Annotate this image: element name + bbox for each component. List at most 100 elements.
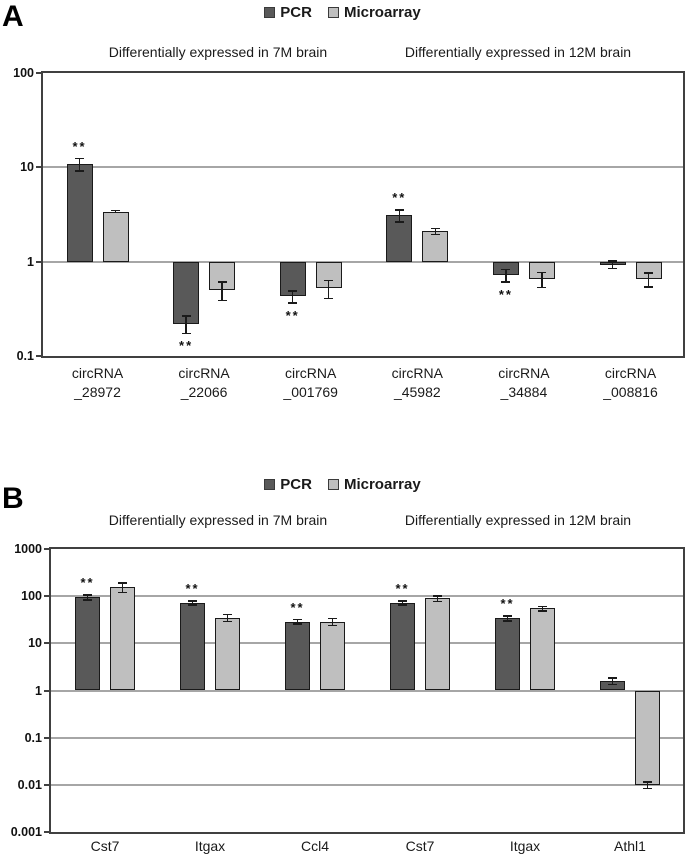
x-category-label-athl1: Athl1 <box>614 838 646 854</box>
x-category-label-cst7: Cst7 <box>405 838 435 854</box>
error-bar-cap-bottom <box>188 604 197 606</box>
error-bar-cap-top <box>111 209 120 212</box>
error-bar <box>646 781 649 790</box>
legend-label-microarray: Microarray <box>343 4 421 21</box>
bar-pcr-cst7 <box>390 602 415 691</box>
subtitle-12m-brain-a: Differentially expressed in 12M brain <box>404 44 632 60</box>
y-tick <box>44 736 49 739</box>
error-bar-cap-top <box>394 209 404 211</box>
bar-pcr-circrna-28972 <box>66 164 93 262</box>
legend-b: PCR Microarray <box>0 476 685 493</box>
error-bar <box>331 617 334 627</box>
error-bar-cap-bottom <box>537 286 547 289</box>
error-bar-cap-top <box>217 281 227 283</box>
error-bar <box>296 618 299 625</box>
gridline-0.01 <box>51 783 683 786</box>
x-category-label-itgax: Itgax <box>194 838 226 854</box>
error-bar-cap-top <box>430 227 440 230</box>
error-bar <box>185 315 187 335</box>
error-bar <box>221 281 223 302</box>
bar-microarray-itgax <box>215 617 240 691</box>
error-bar-cap-top <box>83 594 92 596</box>
subtitle-7m-brain-b: Differentially expressed in 7M brain <box>108 512 328 528</box>
y-tick <box>44 642 49 645</box>
bar-microarray-ccl4 <box>320 621 345 691</box>
error-bar-cap-bottom <box>394 221 404 223</box>
significance-marker: ** <box>290 599 305 615</box>
error-bar-cap-bottom <box>293 623 302 625</box>
error-bar-cap-bottom <box>181 332 191 335</box>
gridline-10 <box>43 166 683 169</box>
y-tick <box>44 831 49 833</box>
error-bar-cap-bottom <box>503 620 512 622</box>
significance-marker: ** <box>285 307 300 323</box>
error-bar-cap-top <box>501 268 511 271</box>
pcr-swatch-icon <box>264 479 276 490</box>
y-tick <box>36 260 41 263</box>
plot-frame-top <box>41 71 685 73</box>
error-bar-cap-bottom <box>643 787 652 790</box>
x-category-label-circrna-45982: circRNA _45982 <box>391 365 443 400</box>
plot-frame-right <box>683 549 685 832</box>
bar-pcr-ccl4 <box>285 621 310 691</box>
significance-marker: ** <box>498 286 513 302</box>
x-axis-line <box>41 356 685 358</box>
error-bar <box>506 615 509 622</box>
y-tick <box>36 72 41 74</box>
error-bar-cap-top <box>643 781 652 783</box>
error-bar-cap-top <box>328 617 337 620</box>
y-axis-tick-label: 10 <box>28 636 42 651</box>
error-bar-cap-bottom <box>608 683 617 686</box>
error-bar <box>436 595 439 603</box>
bar-pcr-circrna-22066 <box>173 261 200 324</box>
legend-label-pcr: PCR <box>280 4 312 21</box>
error-bar-cap-bottom <box>83 599 92 601</box>
bar-pcr-itgax <box>495 618 520 691</box>
error-bar <box>401 600 404 606</box>
y-axis-tick-label: 0.1 <box>16 349 34 363</box>
significance-marker: ** <box>80 575 95 591</box>
error-bar <box>86 594 89 601</box>
y-axis-line <box>49 549 51 832</box>
error-bar <box>434 227 437 236</box>
error-bar <box>226 613 229 623</box>
error-bar <box>327 279 330 300</box>
error-bar-cap-bottom <box>223 620 232 623</box>
y-axis-tick-label: 10 <box>20 160 34 175</box>
y-axis-tick-label: 1000 <box>14 542 42 556</box>
x-category-label-cst7: Cst7 <box>90 838 120 854</box>
error-bar-cap-bottom <box>501 281 511 283</box>
error-bar-cap-top <box>293 618 302 621</box>
bar-pcr-cst7 <box>75 597 100 691</box>
y-axis-tick-label: 0.001 <box>10 825 42 839</box>
legend-item-pcr: PCR <box>264 476 312 493</box>
y-axis-tick-label: 1 <box>27 254 34 269</box>
error-bar-cap-bottom <box>644 286 653 288</box>
error-bar <box>121 582 124 594</box>
error-bar-cap-bottom <box>217 299 227 302</box>
plot-area-a: 100 10 1 0.1 ** circRNA _28972 ** circRNA _2206… <box>13 67 685 400</box>
error-bar <box>647 272 650 288</box>
error-bar-cap-bottom <box>433 600 442 603</box>
error-bar-cap-top <box>118 582 127 584</box>
subtitle-7m-brain-a: Differentially expressed in 7M brain <box>108 44 328 60</box>
error-bar-cap-top <box>503 615 512 617</box>
y-tick <box>36 355 41 357</box>
error-bar-cap-bottom <box>538 610 547 612</box>
significance-marker: ** <box>179 338 194 354</box>
error-bar <box>398 209 401 223</box>
y-tick <box>44 689 49 692</box>
gridline-1 <box>51 689 683 692</box>
error-bar-cap-top <box>288 290 298 292</box>
y-axis-tick-label: 100 <box>21 589 42 604</box>
error-bar-cap-top <box>608 260 617 262</box>
bar-microarray-circrna-45982 <box>422 231 449 262</box>
error-bar <box>611 260 614 270</box>
y-axis-line <box>41 73 43 356</box>
significance-marker: ** <box>392 190 407 206</box>
error-bar <box>541 605 544 612</box>
error-bar-cap-top <box>181 315 191 317</box>
y-tick <box>44 783 49 786</box>
x-category-label-circrna-34884: circRNA _34884 <box>498 365 550 400</box>
